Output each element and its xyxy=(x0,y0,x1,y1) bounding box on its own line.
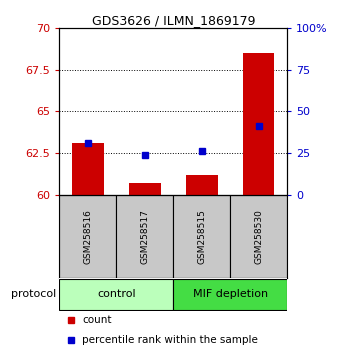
Bar xyxy=(243,53,274,195)
Text: count: count xyxy=(82,315,112,325)
Text: control: control xyxy=(97,289,136,299)
Bar xyxy=(59,195,116,278)
Bar xyxy=(173,195,231,278)
Text: MIF depletion: MIF depletion xyxy=(193,289,268,299)
Text: protocol: protocol xyxy=(11,289,56,299)
Bar xyxy=(72,143,104,195)
Text: GSM258517: GSM258517 xyxy=(140,209,149,264)
Text: GSM258530: GSM258530 xyxy=(254,209,263,264)
Bar xyxy=(129,183,160,195)
Text: percentile rank within the sample: percentile rank within the sample xyxy=(82,335,258,344)
Bar xyxy=(186,175,218,195)
Text: GSM258515: GSM258515 xyxy=(198,209,206,264)
Bar xyxy=(116,195,173,278)
Bar xyxy=(173,279,287,310)
Text: GSM258516: GSM258516 xyxy=(84,209,92,264)
Bar xyxy=(231,195,287,278)
Title: GDS3626 / ILMN_1869179: GDS3626 / ILMN_1869179 xyxy=(92,14,255,27)
Bar xyxy=(59,279,173,310)
